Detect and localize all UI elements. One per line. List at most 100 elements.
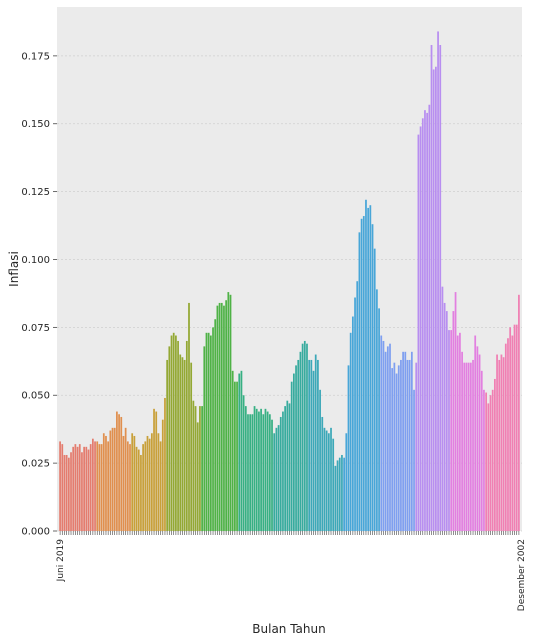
- bar: [480, 370, 483, 531]
- bar: [179, 354, 182, 531]
- bar: [435, 66, 437, 532]
- y-tick-label: 0.075: [21, 323, 50, 334]
- bar: [78, 444, 81, 531]
- bar: [336, 460, 339, 531]
- bar: [133, 435, 136, 531]
- bar: [365, 199, 367, 531]
- bar: [229, 294, 232, 531]
- bar: [172, 332, 175, 531]
- bar: [183, 359, 186, 531]
- y-tick-label: 0.175: [21, 51, 50, 62]
- bar: [89, 444, 92, 531]
- bar: [238, 373, 241, 531]
- bar: [323, 427, 326, 531]
- bar: [461, 351, 463, 531]
- bar: [498, 359, 501, 531]
- bar: [325, 430, 328, 531]
- bar: [196, 422, 199, 531]
- bar: [334, 465, 337, 531]
- bar: [214, 319, 217, 531]
- bar: [376, 289, 378, 531]
- bar: [430, 45, 433, 531]
- bar: [81, 452, 83, 531]
- bar: [496, 354, 498, 531]
- bar: [319, 389, 321, 531]
- bar: [306, 343, 308, 531]
- bar: [437, 31, 439, 531]
- x-tick-label-first: Juni 2019: [56, 539, 66, 583]
- bar: [207, 332, 210, 531]
- bar: [118, 414, 120, 531]
- bar: [194, 406, 197, 531]
- bar: [277, 425, 280, 531]
- y-axis-title: Inflasi: [7, 251, 21, 287]
- bar: [397, 365, 400, 531]
- bar: [354, 297, 356, 531]
- bar: [483, 389, 485, 531]
- bar: [491, 389, 494, 531]
- bar: [146, 435, 149, 531]
- bar: [290, 381, 293, 531]
- bar: [373, 248, 376, 531]
- bar: [61, 444, 64, 531]
- bar: [452, 311, 455, 531]
- bar: [74, 444, 77, 531]
- x-tick-label-last: Desember 2002: [517, 539, 527, 611]
- bar: [474, 335, 477, 531]
- bar: [105, 435, 107, 531]
- bar: [175, 335, 177, 531]
- bar: [170, 335, 173, 531]
- bar: [157, 433, 160, 531]
- bar: [85, 446, 88, 531]
- bar: [380, 335, 383, 531]
- bar: [122, 435, 125, 531]
- bar: [454, 292, 457, 531]
- bar: [240, 370, 243, 531]
- bar: [443, 302, 446, 531]
- bar: [255, 408, 258, 531]
- bar: [303, 340, 306, 531]
- bar: [441, 286, 444, 531]
- bar: [260, 408, 262, 531]
- bar: [137, 449, 140, 531]
- bar: [445, 311, 448, 531]
- bar: [185, 340, 188, 531]
- bar: [330, 427, 332, 531]
- bar: [421, 118, 424, 531]
- bar: [98, 444, 101, 531]
- bar: [247, 414, 249, 531]
- bar: [450, 330, 453, 531]
- bar: [469, 362, 472, 531]
- bar: [67, 457, 70, 531]
- y-tick-label: 0.025: [21, 459, 50, 470]
- bar: [286, 400, 289, 531]
- bar: [367, 207, 370, 531]
- bar: [72, 446, 75, 531]
- bar: [116, 411, 118, 531]
- bar: [515, 324, 518, 531]
- bar: [109, 430, 112, 531]
- bar: [166, 359, 169, 531]
- bar: [393, 362, 396, 531]
- bar: [212, 327, 214, 531]
- bar: [223, 305, 225, 531]
- bar: [113, 427, 116, 531]
- bar: [428, 104, 431, 531]
- bar: [424, 110, 426, 531]
- bar: [201, 406, 203, 531]
- bar: [126, 441, 129, 531]
- bar: [177, 340, 179, 531]
- bar: [417, 134, 420, 532]
- bar: [410, 351, 413, 531]
- bar: [242, 395, 245, 531]
- bar: [164, 397, 166, 531]
- bar: [485, 392, 488, 531]
- bar: [448, 330, 450, 531]
- bar: [467, 362, 470, 531]
- bar: [87, 449, 90, 531]
- bar: [59, 441, 61, 531]
- bar: [489, 395, 492, 531]
- y-tick-label: 0.050: [21, 391, 50, 402]
- bar: [504, 343, 507, 531]
- bar: [487, 403, 490, 531]
